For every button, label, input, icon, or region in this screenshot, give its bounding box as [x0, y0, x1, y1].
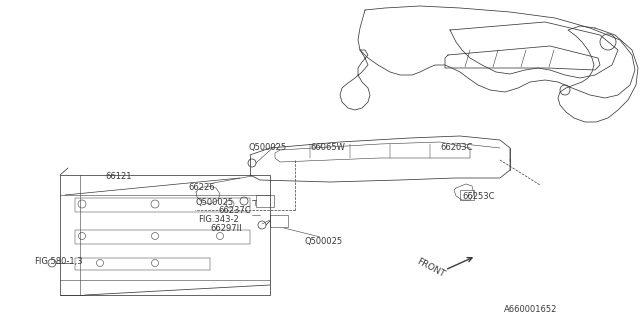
Text: 66253C: 66253C [462, 192, 495, 201]
Bar [75, 258, 210, 270]
Text: FIG.343-2: FIG.343-2 [198, 215, 239, 224]
Text: 66226: 66226 [188, 183, 214, 192]
Text: 66237C: 66237C [218, 206, 251, 215]
Text: FIG.580-1,3: FIG.580-1,3 [34, 257, 83, 266]
Bar [60, 175, 270, 295]
Bar [256, 195, 274, 207]
Bar [270, 215, 288, 227]
Text: Q500025: Q500025 [248, 143, 286, 152]
Text: 66203C: 66203C [440, 143, 472, 152]
Text: 66121: 66121 [105, 172, 131, 181]
Bar [460, 190, 474, 200]
Text: FRONT: FRONT [415, 257, 446, 279]
Text: Q500025: Q500025 [195, 198, 233, 207]
Text: 66297II: 66297II [210, 224, 242, 233]
Text: Q500025: Q500025 [304, 237, 342, 246]
Bar [75, 230, 250, 244]
Bar [75, 198, 250, 212]
Text: 66065W: 66065W [310, 143, 345, 152]
Text: A660001652: A660001652 [504, 305, 557, 314]
